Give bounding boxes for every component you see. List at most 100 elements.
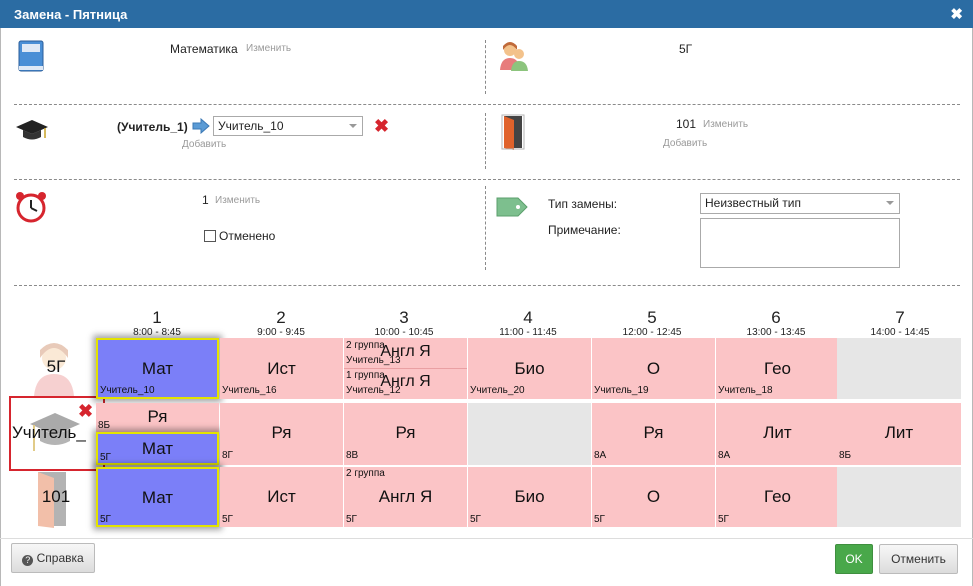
lesson-number: 1 (202, 193, 209, 207)
lesson-cell-empty[interactable] (837, 467, 961, 527)
lesson-group: 2 группа (346, 340, 385, 351)
lesson-cell[interactable]: Ря 8Г (220, 403, 343, 465)
note-textarea[interactable] (700, 218, 900, 268)
lesson-cell[interactable]: Гео Учитель_18 (716, 338, 839, 399)
period-time: 10:00 - 10:45 (374, 327, 434, 338)
lesson-teacher: Учитель_19 (594, 385, 649, 396)
lesson-subject: Био (514, 359, 545, 378)
period-time: 8:00 - 8:45 (133, 327, 181, 338)
period-time: 12:00 - 12:45 (622, 327, 682, 338)
remove-icon[interactable]: ✖ (78, 401, 94, 421)
lesson-teacher: Учитель_16 (222, 385, 277, 396)
lesson-class: 8А (594, 450, 607, 461)
lesson-subject: Ист (267, 487, 296, 506)
arrow-right-icon (192, 118, 210, 134)
footer-divider (0, 538, 973, 539)
room-value: 101 (676, 117, 697, 131)
divider (485, 40, 486, 94)
lesson-class: 5Г (346, 514, 357, 525)
lesson-teacher: Учитель_20 (470, 385, 525, 396)
class-value: 5Г (679, 42, 693, 56)
lesson-teacher: Учитель_18 (718, 385, 773, 396)
help-button[interactable]: ? Справка (11, 543, 95, 573)
ok-button[interactable]: OK (835, 544, 873, 574)
lesson-cell-current[interactable]: Мат 5Г (96, 467, 219, 527)
lesson-subject: Мат (141, 439, 174, 458)
lesson-class: 5Г (470, 514, 481, 525)
graduation-cap-icon (30, 413, 80, 451)
teacher-select[interactable]: Учитель_10 (213, 116, 363, 136)
lesson-cell[interactable]: 2 группа Англ Я 5Г (344, 467, 467, 527)
lesson-cell[interactable]: О Учитель_19 (592, 338, 715, 399)
lesson-change-link[interactable]: Изменить (215, 195, 261, 206)
lesson-cell-empty[interactable] (837, 338, 961, 399)
room-change-link[interactable]: Изменить (703, 119, 749, 130)
teacher-select-value: Учитель_10 (218, 119, 284, 133)
students-icon (500, 42, 528, 71)
period-time: 9:00 - 9:45 (257, 327, 305, 338)
cancelled-checkbox[interactable] (204, 230, 216, 242)
chevron-down-icon (886, 201, 894, 205)
period-number: 4 (523, 308, 533, 327)
lesson-cell[interactable]: О 5Г (592, 467, 715, 527)
lesson-cell[interactable]: Лит 8Б (837, 403, 961, 465)
lesson-cell[interactable]: Гео 5Г (716, 467, 839, 527)
close-icon[interactable]: ✖ (950, 6, 963, 23)
door-icon (501, 114, 525, 150)
period-number: 6 (771, 308, 781, 327)
lesson-subject: Англ Я (380, 373, 431, 390)
remove-teacher-icon[interactable]: ✖ (374, 116, 390, 136)
lesson-cell[interactable]: Ря 8А (592, 403, 715, 465)
add-teacher-link[interactable]: Добавить (182, 139, 227, 150)
cancel-button[interactable]: Отменить (879, 544, 958, 574)
dialog-titlebar: Замена - Пятница ✖ (0, 0, 973, 28)
original-teacher: (Учитель_1) (117, 120, 188, 134)
period-time: 14:00 - 14:45 (870, 327, 930, 338)
lesson-cell[interactable]: Ист 5Г (220, 467, 343, 527)
lesson-cell[interactable]: Био 5Г (468, 467, 591, 527)
period-number: 1 (152, 308, 162, 327)
split-divider (344, 368, 467, 369)
lesson-cell-split[interactable]: 2 группа Англ Я Учитель_13 1 группа Англ… (344, 338, 467, 399)
lesson-cell[interactable]: Ист Учитель_16 (220, 338, 343, 399)
lesson-class: 8А (718, 450, 731, 461)
lesson-class: 8Б (839, 450, 852, 461)
lesson-cell[interactable]: Ря 8В (344, 403, 467, 465)
cancelled-label: Отменено (219, 229, 276, 243)
help-button-label: Справка (36, 551, 84, 565)
lesson-subject: Ря (643, 423, 664, 442)
lesson-cell-current[interactable]: Мат 5Г (96, 432, 219, 465)
lesson-class: 5Г (222, 514, 233, 525)
lesson-subject: Англ Я (378, 487, 433, 506)
door-icon (38, 472, 66, 528)
lesson-subject: Гео (764, 359, 791, 378)
lesson-cell-current[interactable]: Мат Учитель_10 (96, 338, 219, 399)
lesson-subject: Ря (147, 407, 168, 426)
divider (14, 104, 960, 105)
lesson-class: 5Г (718, 514, 729, 525)
lesson-cell[interactable]: Био Учитель_20 (468, 338, 591, 399)
lesson-group: 1 группа (346, 370, 385, 381)
period-time: 13:00 - 13:45 (746, 327, 806, 338)
ok-button-label: OK (845, 552, 863, 566)
add-room-link[interactable]: Добавить (663, 138, 708, 149)
period-number: 7 (895, 308, 905, 327)
lesson-teacher: Учитель_12 (346, 385, 401, 396)
lesson-cell[interactable]: Лит 8А (716, 403, 839, 465)
lesson-class: 8Б (98, 420, 111, 431)
note-label: Примечание: (548, 223, 621, 237)
lesson-class: 8В (346, 450, 359, 461)
replacement-type-label: Тип замены: (548, 197, 618, 211)
replacement-type-select[interactable]: Неизвестный тип (700, 193, 900, 214)
period-time: 11:00 - 11:45 (499, 327, 557, 338)
lesson-subject: Мат (141, 359, 174, 378)
divider (14, 179, 960, 180)
dialog-title: Замена - Пятница (14, 7, 128, 22)
lesson-subject: Био (514, 487, 545, 506)
lesson-cell-empty[interactable] (468, 403, 591, 465)
subject-change-link[interactable]: Изменить (246, 43, 292, 54)
period-header: 1 8:00 - 8:45 (95, 309, 219, 339)
lesson-subject: Ря (395, 423, 416, 442)
period-number: 2 (276, 308, 286, 327)
cancel-button-label: Отменить (891, 552, 946, 566)
